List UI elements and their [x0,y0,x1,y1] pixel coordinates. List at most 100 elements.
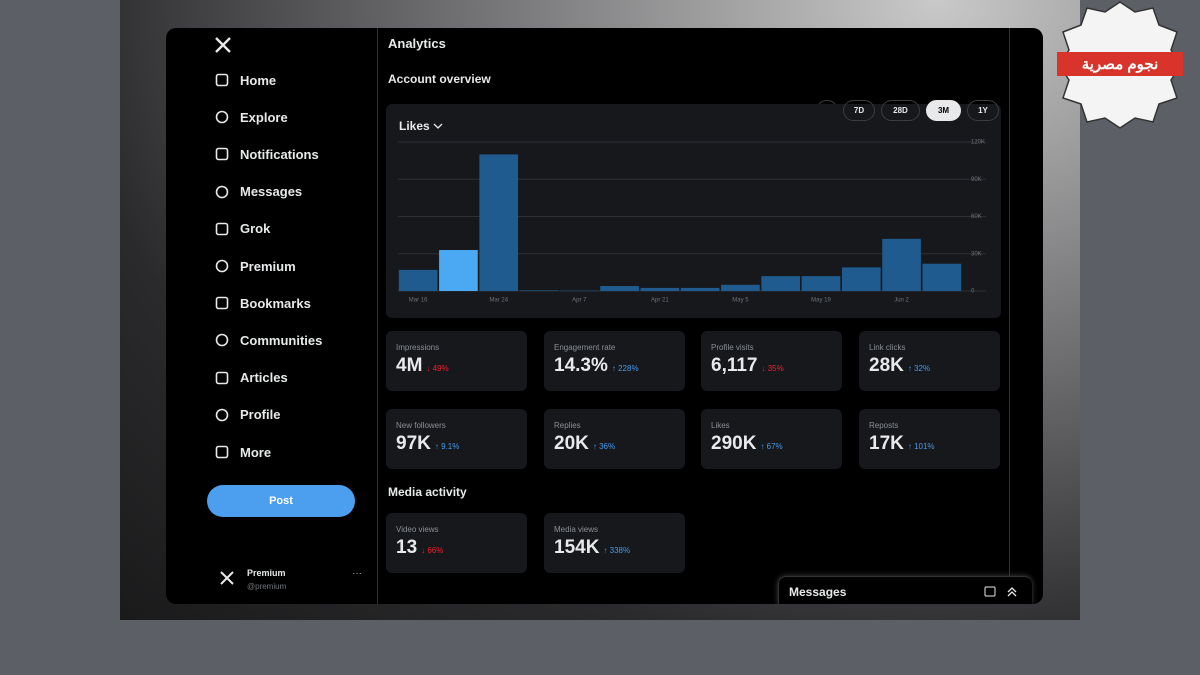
stat-label: Profile visits [711,343,754,352]
stat-label: Replies [554,421,581,430]
bar [761,276,801,291]
nav-icon [215,259,229,273]
nav-icon [215,408,229,422]
stat-value: 154K ↑ 338% [554,537,630,559]
divider [1009,28,1010,604]
bar [600,286,639,291]
nav-item[interactable]: Bookmarks [214,295,311,311]
nav-item[interactable]: Home [214,72,276,88]
stat-label: Media views [554,525,599,534]
stat-change: ↑ 32% [907,364,931,373]
page-title: Analytics [388,36,446,51]
nav-label: Notifications [240,146,319,162]
stat-change: ↓ 35% [761,364,784,373]
range-button[interactable]: 7D [843,100,875,121]
icon-shape [215,445,229,459]
icon-shape [215,408,229,422]
range-button[interactable]: 28D [881,100,920,121]
bar [439,250,478,291]
nav-icon [215,296,229,310]
stat-label: Video views [396,525,439,534]
icon-shape [215,259,229,273]
dropdown-icon [433,123,443,129]
stat-card[interactable]: Likes 290K ↑ 67% [701,409,842,469]
x-tick-label: May 19 [811,298,831,304]
stat-number: 20K [554,433,589,454]
stat-card[interactable]: Engagement rate 14.3% ↑ 228% [544,331,685,391]
stat-card[interactable]: Replies 20K ↑ 36% [544,409,685,469]
x-tick-label: Apr 7 [572,298,587,304]
icon-shape [215,148,229,161]
stat-card[interactable]: Reposts 17K ↑ 101% [859,409,1000,469]
messages-icons [984,586,1017,597]
stat-change: ↑ 9.1% [434,442,460,451]
post-button[interactable]: Post [207,485,355,517]
stat-card[interactable]: Impressions 4M ↓ 49% [386,331,527,391]
nav-label: Home [240,72,277,88]
stat-card[interactable]: Video views 13 ↓ 66% [386,513,527,573]
stat-change: ↑ 36% [592,442,616,451]
nav-label: Messages [240,184,303,200]
account-menu[interactable]: ··· [352,568,362,579]
range-button[interactable]: 3M [926,100,961,121]
stat-number: 28K [869,355,904,376]
stat-value: 14.3% ↑ 228% [554,355,639,377]
stat-change: ↑ 228% [611,364,639,373]
messages-panel[interactable]: Messages [778,576,1032,604]
nav-item[interactable]: Grok [214,221,270,237]
stat-label: Link clicks [869,343,906,352]
bar [519,290,559,291]
nav-label: Communities [240,332,323,348]
stat-card[interactable]: Media views 154K ↑ 338% [544,513,685,573]
x-tick-label: Mar 16 [409,298,428,304]
nav-item[interactable]: Articles [214,370,288,386]
stat-label: Likes [711,421,730,430]
stat-label: Impressions [396,343,440,352]
bar [882,238,921,291]
nav-item[interactable]: Messages [214,184,302,200]
chart-title[interactable]: Likes [399,119,430,133]
nav-item[interactable]: Premium [214,258,296,274]
nav-item[interactable]: More [214,444,271,460]
nav-item[interactable]: Profile [214,407,280,423]
stat-card[interactable]: New followers 97K ↑ 9.1% [386,409,527,469]
nav-item[interactable]: Communities [214,332,322,348]
nav-icon [215,110,229,124]
stat-value: 13 ↓ 66% [396,537,443,559]
stat-number: 4M [396,355,423,376]
icon-shape [215,222,229,236]
y-tick-label: 120K [971,140,985,146]
stat-card[interactable]: Profile visits 6,117 ↓ 35% [701,331,842,391]
nav-label: More [240,444,272,460]
x-tick-label: May 5 [732,298,749,304]
chart-card: Likes 0 30K 60K 90K 120K Mar 16 Mar 24 Apr 7 Apr… [386,104,1001,318]
bar [922,263,962,291]
nav-item[interactable]: Explore [214,109,288,125]
stat-change: ↓ 49% [426,364,449,373]
y-tick-label: 30K [971,251,982,257]
stat-number: 290K [711,433,757,454]
range-button[interactable]: 1Y [967,100,999,121]
nav-label: Articles [240,370,288,386]
nav-icon [215,73,229,87]
nav-label: Premium [240,258,296,274]
stat-value: 20K ↑ 36% [554,433,615,455]
x-tick-label: Apr 21 [651,298,669,304]
messages-title: Messages [789,585,847,599]
stat-change: ↑ 101% [907,442,935,451]
stat-label: Engagement rate [554,343,616,352]
nav-item[interactable]: Notifications [214,146,319,162]
stat-value: 290K ↑ 67% [711,433,783,455]
watermark-text: نجوم مصرية [1082,56,1159,73]
icon-shape [215,73,229,87]
bar [680,287,720,291]
stat-label: New followers [396,421,446,430]
stat-card[interactable]: Link clicks 28K ↑ 32% [859,331,1000,391]
section-title: Account overview [388,72,491,86]
x-tick-label: Jun 2 [894,298,909,304]
y-tick-label: 60K [971,214,982,220]
app-window: Post Premium @premium ··· Analytics Acco… [166,28,1043,604]
stat-value: 4M ↓ 49% [396,355,449,377]
icon-shape [215,185,229,198]
bar [479,154,519,291]
